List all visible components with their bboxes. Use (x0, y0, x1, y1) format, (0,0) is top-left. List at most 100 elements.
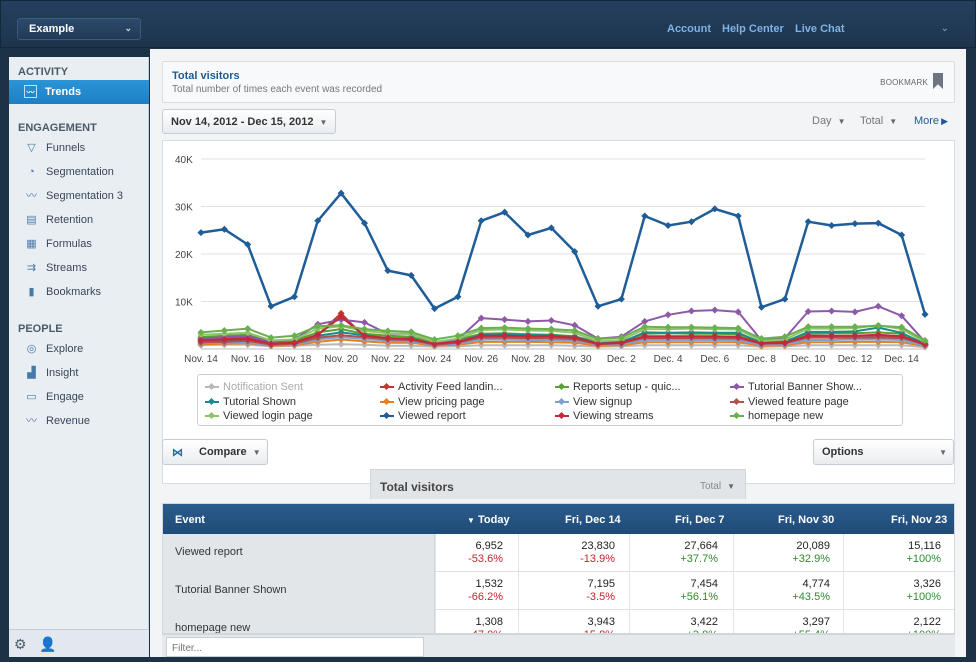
project-select[interactable]: Example ⌄ (17, 18, 141, 40)
caret-down-icon: ▼ (319, 118, 328, 127)
data-point (501, 324, 509, 332)
cell-change: -66.2% (468, 591, 503, 603)
data-point (360, 219, 369, 227)
add-user-icon[interactable]: 👤 (39, 636, 57, 652)
data-point (641, 323, 649, 331)
sidebar-item-insight[interactable]: ▟ Insight (18, 364, 149, 384)
sidebar-item-engage[interactable]: ▭ Engage (18, 388, 149, 408)
data-point (711, 324, 719, 332)
date-range-picker[interactable]: Nov 14, 2012 - Dec 15, 2012 ▼ (162, 109, 336, 134)
data-point (337, 321, 345, 329)
table-row[interactable]: Viewed report 6,952 -53.6% 23,830 -13.9% 27,6… (163, 534, 954, 572)
legend-item[interactable]: Viewed feature page (728, 396, 849, 409)
sidebar-item-streams[interactable]: ⇉ Streams (18, 259, 149, 279)
sidebar-item-funnels[interactable]: ▽ Funnels (18, 139, 149, 159)
legend-label: homepage new (748, 410, 824, 422)
legend-marker-icon (205, 400, 219, 403)
legend-item[interactable]: Tutorial Banner Show... (728, 381, 862, 394)
legend-item[interactable]: View pricing page (378, 396, 485, 409)
y-tick-label: 30K (175, 203, 193, 214)
chart-legend: Notification Sent Activity Feed landin...… (197, 374, 903, 426)
table-row[interactable]: homepage new1,308-47.0%3,943-15.8%3,422+… (163, 610, 954, 633)
sidebar-item-retention[interactable]: ▤ Retention (18, 211, 149, 231)
column-header-event[interactable]: Event (175, 514, 205, 526)
legend-item[interactable]: Viewed report (378, 410, 466, 423)
cell-change: -3.5% (586, 591, 615, 603)
data-point (804, 332, 812, 340)
cell-value: 27,664 (684, 540, 718, 552)
sidebar-item-label: Bookmarks (46, 286, 102, 298)
sidebar-item-label: Segmentation 3 (46, 190, 124, 202)
legend-item[interactable]: Activity Feed landin... (378, 381, 503, 394)
cell-value: 7,454 (690, 578, 718, 590)
legend-item[interactable]: View signup (553, 396, 632, 409)
legend-marker-icon (380, 386, 394, 388)
live-chat-link[interactable]: Live Chat (795, 23, 845, 35)
series-line (200, 336, 926, 347)
gear-icon[interactable]: ⚙ (14, 636, 27, 652)
data-point (711, 205, 719, 213)
event-name-cell[interactable]: Tutorial Banner Shown (163, 572, 435, 610)
data-point (220, 225, 228, 233)
legend-item[interactable]: Tutorial Shown (203, 396, 296, 409)
user-menu-chevron-icon[interactable]: ⌄ (940, 23, 949, 34)
options-button[interactable]: Options ▼ (813, 439, 954, 465)
data-point (617, 339, 625, 347)
x-tick-label: Nov. 30 (558, 354, 592, 365)
table-mode-label: Total (699, 481, 722, 492)
legend-marker-icon (555, 415, 569, 417)
data-point (851, 308, 859, 316)
sidebar-item-revenue[interactable]: 〰 Revenue (18, 412, 149, 432)
data-point (431, 335, 439, 344)
compare-button[interactable]: ⋈ Compare ▼ (162, 439, 268, 465)
account-link[interactable]: Account (667, 23, 711, 35)
legend-item[interactable]: Reports setup - quic... (553, 381, 681, 394)
data-point (734, 333, 742, 341)
value-cell: 23,830 -13.9% (515, 540, 615, 566)
column-header-dec14[interactable]: Fri, Dec 14 (565, 514, 621, 526)
sidebar-item-label: Funnels (46, 142, 86, 154)
mode-label: Total (860, 115, 884, 127)
data-point (851, 323, 859, 331)
bookmark-button[interactable]: BOOKMARK (880, 78, 928, 87)
table-mode-select[interactable]: Total ▼ (700, 481, 735, 492)
sidebar-item-label: Revenue (46, 415, 91, 427)
cell-change: -13.9% (580, 553, 615, 565)
sidebar-item-bookmarks[interactable]: ▮ Bookmarks (18, 283, 149, 303)
x-tick-label: Nov. 16 (231, 354, 265, 365)
cell-value: 3,943 (587, 616, 615, 628)
cell-change: -47.0% (403, 629, 503, 633)
legend-item[interactable]: homepage new (728, 410, 823, 423)
sidebar-item-label: Trends (45, 86, 82, 98)
calculator-icon: ▦ (26, 238, 37, 250)
data-point (641, 317, 649, 325)
column-header-dec7[interactable]: Fri, Dec 7 (675, 514, 725, 526)
sidebar-item-formulas[interactable]: ▦ Formulas (18, 235, 149, 255)
x-tick-label: Nov. 22 (371, 354, 405, 365)
event-name-cell[interactable]: Viewed report (163, 534, 435, 572)
cell-change: +100% (906, 553, 941, 565)
data-point (921, 336, 929, 344)
bookmark-icon[interactable] (933, 73, 943, 89)
help-center-link[interactable]: Help Center (722, 23, 784, 35)
legend-item[interactable]: Notification Sent (203, 381, 303, 394)
sidebar-item-trends[interactable]: 〰 Trends (9, 80, 149, 104)
filter-input[interactable] (166, 637, 424, 657)
cell-change: +56.1% (680, 591, 718, 603)
sidebar-item-explore[interactable]: ◎ Explore (18, 340, 149, 360)
legend-item[interactable]: Viewing streams (553, 410, 654, 423)
column-header-nov23[interactable]: Fri, Nov 23 (891, 514, 948, 526)
column-header-nov30[interactable]: Fri, Nov 30 (778, 514, 835, 526)
sidebar-item-segmentation[interactable]: ◔ Segmentation (18, 163, 149, 183)
column-header-today[interactable]: ▼ Today (467, 514, 510, 526)
legend-label: Viewing streams (573, 410, 654, 422)
sidebar-item-segmentation-3[interactable]: 〰 Segmentation 3 (18, 187, 149, 207)
mode-select[interactable]: Total ▼ (860, 115, 897, 127)
unit-select[interactable]: Day ▼ (812, 115, 845, 127)
more-link[interactable]: More (913, 115, 939, 127)
x-tick-label: Dec. 10 (791, 354, 826, 365)
event-name-cell[interactable]: homepage new (163, 610, 435, 633)
table-row[interactable]: Tutorial Banner Shown 1,532 -66.2% 7,195 -3.… (163, 572, 954, 610)
compass-icon: ◎ (26, 343, 37, 355)
legend-item[interactable]: Viewed login page (203, 410, 313, 423)
